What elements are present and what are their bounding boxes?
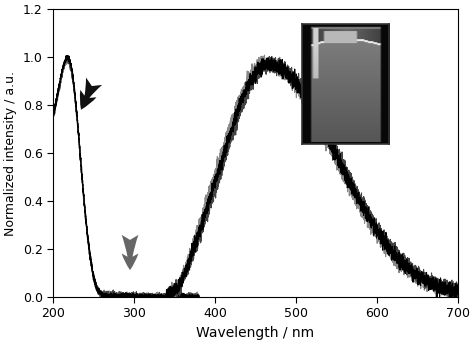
Y-axis label: Normalized intensity / a.u.: Normalized intensity / a.u. [4,71,17,236]
X-axis label: Wavelength / nm: Wavelength / nm [196,326,315,340]
